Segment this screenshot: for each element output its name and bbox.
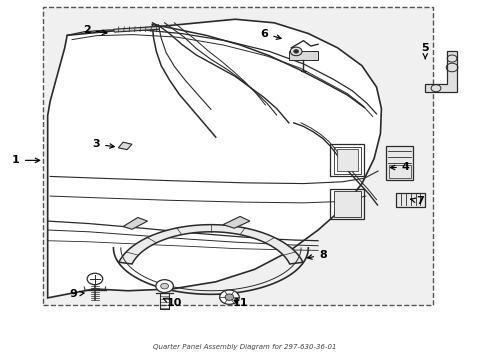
Circle shape xyxy=(290,47,302,56)
Circle shape xyxy=(156,280,173,293)
Polygon shape xyxy=(289,51,318,60)
FancyBboxPatch shape xyxy=(43,7,433,305)
Polygon shape xyxy=(337,149,358,171)
Text: 9: 9 xyxy=(70,289,84,299)
Text: 4: 4 xyxy=(391,162,410,172)
Text: 11: 11 xyxy=(232,298,248,308)
Polygon shape xyxy=(119,225,303,264)
Polygon shape xyxy=(396,193,425,207)
Circle shape xyxy=(220,290,239,304)
Text: 2: 2 xyxy=(83,25,107,35)
Polygon shape xyxy=(48,19,381,298)
Text: 6: 6 xyxy=(261,28,281,39)
Text: 5: 5 xyxy=(421,43,429,59)
Circle shape xyxy=(87,273,103,285)
Circle shape xyxy=(161,283,169,289)
Polygon shape xyxy=(386,146,413,180)
Text: Quarter Panel Assembly Diagram for 297-630-36-01: Quarter Panel Assembly Diagram for 297-6… xyxy=(153,343,337,350)
Polygon shape xyxy=(425,51,457,93)
Polygon shape xyxy=(118,142,132,150)
Polygon shape xyxy=(334,192,361,217)
Polygon shape xyxy=(223,216,250,228)
Text: 7: 7 xyxy=(411,197,424,206)
Text: 8: 8 xyxy=(308,250,327,260)
Polygon shape xyxy=(114,26,160,32)
Polygon shape xyxy=(123,217,147,229)
Text: 10: 10 xyxy=(163,298,182,308)
Circle shape xyxy=(294,50,298,53)
Text: 1: 1 xyxy=(12,156,40,165)
Circle shape xyxy=(225,294,234,300)
Text: 3: 3 xyxy=(93,139,114,149)
